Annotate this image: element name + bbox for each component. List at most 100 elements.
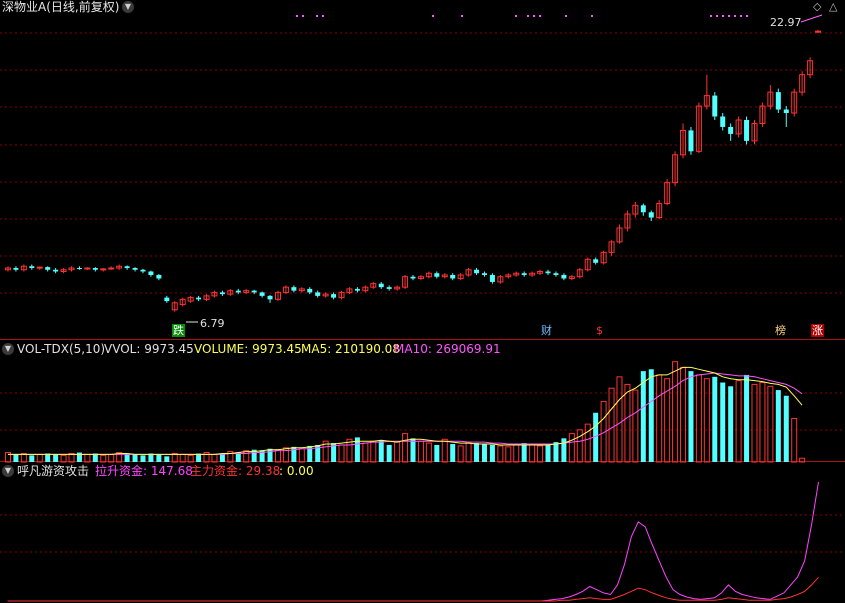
- volume-bar: [387, 445, 392, 462]
- candle-body: [641, 205, 646, 212]
- candle-body: [125, 266, 130, 268]
- volume-bar: [704, 379, 709, 462]
- cai-marker[interactable]: 财: [540, 324, 553, 337]
- vol-indicator-name[interactable]: VOL-TDX(5,10): [17, 342, 105, 356]
- volume-bar: [792, 418, 797, 462]
- candle-body: [816, 31, 821, 32]
- volume-bar: [633, 390, 638, 462]
- candle-body: [434, 273, 439, 276]
- volume-bar: [728, 386, 733, 462]
- dollar-marker[interactable]: $: [595, 324, 604, 337]
- volume-bar: [768, 386, 773, 462]
- volume-bar: [450, 444, 455, 462]
- candle-body: [331, 294, 336, 297]
- volume-bar: [569, 434, 574, 462]
- event-dot: [432, 15, 434, 17]
- candle-body: [252, 291, 257, 293]
- candle-body: [474, 270, 479, 273]
- event-dot: [533, 15, 535, 17]
- volume-bar: [442, 439, 447, 462]
- volume-bar: [712, 377, 717, 462]
- chart-title: 深物业A(日线,前复权): [2, 0, 119, 14]
- volume-bar: [546, 444, 551, 462]
- event-dot: [515, 15, 517, 17]
- candle-body: [85, 268, 90, 269]
- volume-bar: [498, 446, 503, 462]
- candle-body: [93, 268, 98, 270]
- candle-body: [13, 268, 18, 270]
- ind-indicator-name[interactable]: 呼凡游资攻击: [17, 464, 89, 478]
- volume-bar: [363, 443, 368, 462]
- bang-marker[interactable]: 榜: [774, 324, 787, 337]
- event-dot: [565, 15, 567, 17]
- ma10-line: [8, 373, 802, 454]
- expand-up-icon[interactable]: △: [829, 0, 837, 14]
- volume-bar: [109, 454, 114, 462]
- candle-body: [133, 268, 138, 270]
- volume-bar: [688, 371, 693, 462]
- candle-body: [546, 271, 551, 273]
- candle-body: [196, 298, 201, 300]
- volume-bar: [379, 440, 384, 462]
- event-dot: [527, 15, 529, 17]
- candle-body: [109, 268, 114, 269]
- volume-bar: [371, 441, 376, 462]
- candle-body: [649, 212, 654, 217]
- candle-body: [164, 298, 169, 301]
- volume-bar: [140, 455, 145, 462]
- candle-body: [744, 120, 749, 141]
- event-dot: [722, 15, 724, 17]
- volume-bar: [625, 384, 630, 462]
- volume-bar: [474, 443, 479, 462]
- candle-body: [220, 292, 225, 294]
- chevron-down-icon[interactable]: ▼: [122, 1, 134, 13]
- volume-bar: [577, 430, 582, 462]
- candle-body: [291, 287, 296, 290]
- event-dot: [296, 15, 298, 17]
- candle-body: [101, 269, 106, 270]
- zhang-marker[interactable]: 涨: [811, 324, 824, 337]
- event-dot: [716, 15, 718, 17]
- ind-chevron-down-icon[interactable]: ▼: [2, 465, 14, 477]
- candle-body: [307, 289, 312, 292]
- volume-bar: [752, 384, 757, 462]
- high-pointer: [801, 15, 822, 22]
- volume-bar: [744, 375, 749, 462]
- volume-bar: [673, 362, 678, 462]
- candle-body: [561, 275, 566, 278]
- event-dot: [591, 15, 593, 17]
- lift-funds-line: [8, 482, 819, 601]
- vol-chevron-down-icon[interactable]: ▼: [2, 343, 14, 355]
- volume-bar: [418, 441, 423, 462]
- volume-bar: [29, 455, 34, 462]
- event-dot: [740, 15, 742, 17]
- volume-bar: [784, 396, 789, 462]
- volume-bar: [776, 390, 781, 462]
- volume-bar: [299, 449, 304, 462]
- volume-bar: [490, 445, 495, 462]
- candle-body: [728, 127, 733, 134]
- price-high-label: 22.97: [770, 16, 802, 30]
- volume-bar: [133, 454, 138, 462]
- volume-bar: [212, 454, 217, 462]
- candle-body: [37, 267, 42, 268]
- volume-bar: [657, 375, 662, 462]
- die-marker[interactable]: 跌: [172, 324, 185, 337]
- volume-bar: [514, 445, 519, 462]
- volume-bar: [53, 454, 58, 462]
- volume-bar: [641, 371, 646, 462]
- candle-body: [593, 259, 598, 262]
- candle-body: [315, 292, 320, 295]
- lift-funds-label: 拉升资金: 147.68: [95, 464, 193, 478]
- candle-body: [268, 296, 273, 299]
- volume-bar: [522, 443, 527, 462]
- volume-bar: [720, 383, 725, 463]
- volume-bar: [506, 447, 511, 462]
- event-dot: [734, 15, 736, 17]
- volume-bar: [85, 454, 90, 462]
- event-dot: [728, 15, 730, 17]
- zoom-diamond-icon[interactable]: ◇: [813, 0, 821, 14]
- candle-body: [387, 287, 392, 289]
- event-dot: [710, 15, 712, 17]
